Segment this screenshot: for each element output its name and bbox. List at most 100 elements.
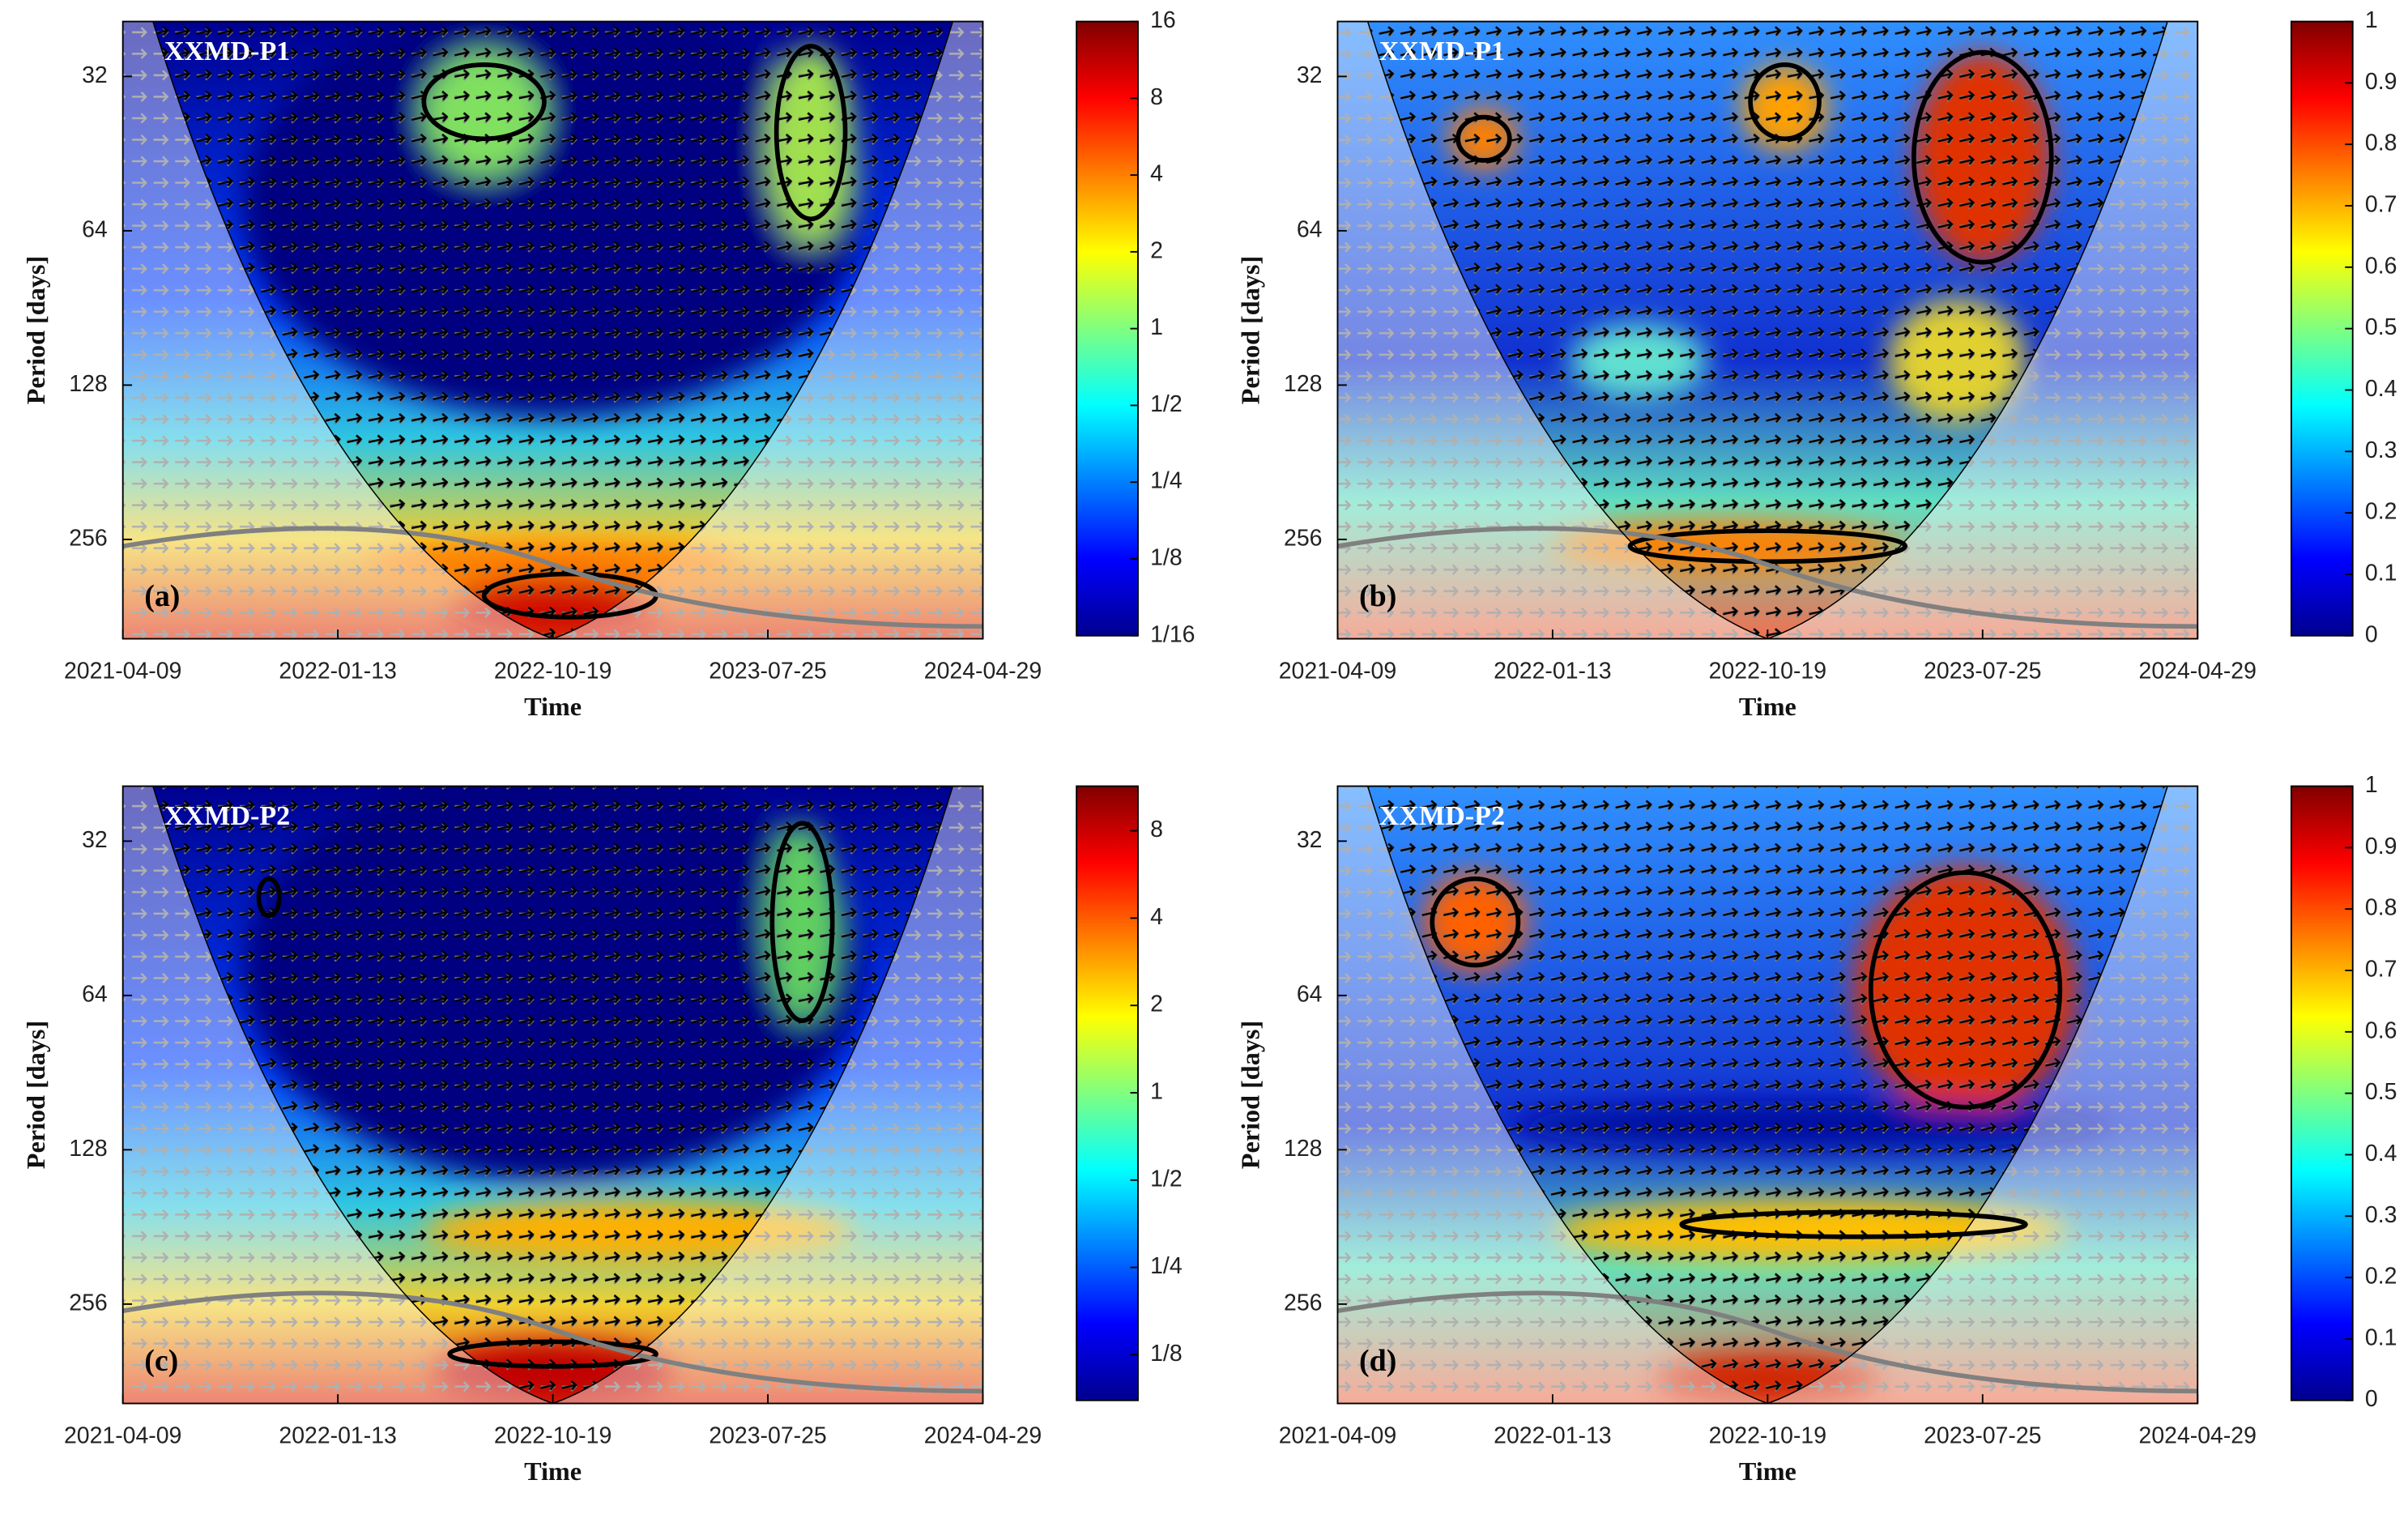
x-tick-label: 2024-04-29 <box>2139 1423 2257 1449</box>
x-tick-label: 2021-04-09 <box>64 659 181 684</box>
panel-label: (b) <box>1359 579 1396 613</box>
x-tick-label: 2022-10-19 <box>494 1423 612 1449</box>
plot-frame <box>121 20 984 640</box>
significance-contour <box>1868 870 2063 1110</box>
y-tick-label: 128 <box>1284 371 1322 397</box>
y-tick-label: 32 <box>82 62 108 88</box>
colorbar-tick-label: 1 <box>2365 772 2378 798</box>
panel-title: XXMD-P1 <box>1379 36 1505 66</box>
heatmap <box>122 21 983 639</box>
heatmap <box>1337 786 2198 1404</box>
x-tick-label: 2024-04-29 <box>924 1423 1042 1449</box>
colorbar-tick-label: 0.6 <box>2365 253 2397 279</box>
colorbar-tick-label: 1/2 <box>1150 1166 1183 1192</box>
y-tick-label: 128 <box>69 1136 107 1162</box>
colorbar-tick-label: 1 <box>1150 1079 1163 1105</box>
y-tick-label: 64 <box>1297 216 1323 242</box>
colorbar <box>2290 785 2354 1401</box>
y-tick-label: 256 <box>1284 525 1322 551</box>
y-tick-label: 64 <box>82 981 108 1007</box>
colorbar-tick-label: 0 <box>2365 1386 2378 1412</box>
colorbar <box>1076 785 1139 1401</box>
colorbar-tick-label: 0.5 <box>2365 314 2397 340</box>
panel-title: XXMD-P2 <box>164 801 290 831</box>
colorbar-tick-label: 8 <box>1150 84 1163 110</box>
y-tick-label: 64 <box>82 216 108 242</box>
significance-contour <box>421 62 547 142</box>
panel-label: (a) <box>144 579 180 613</box>
significance-contour <box>1911 49 2054 265</box>
colorbar-tick-label: 2 <box>1150 992 1163 1017</box>
y-tick-label: 128 <box>1284 1136 1322 1162</box>
plot-frame <box>1336 20 2199 640</box>
x-tick-label: 2023-07-25 <box>1924 659 2041 684</box>
colorbar-tick-label: 0.9 <box>2365 69 2397 95</box>
colorbar <box>2290 20 2354 637</box>
colorbar-tick-label: 0.5 <box>2365 1079 2397 1105</box>
x-tick-label: 2021-04-09 <box>64 1423 181 1449</box>
panel-label: (c) <box>144 1344 178 1378</box>
x-tick-label: 2023-07-25 <box>709 1423 826 1449</box>
y-tick-label: 32 <box>1297 62 1323 88</box>
x-axis-title: Time <box>524 1456 582 1486</box>
significance-contour <box>447 1339 658 1369</box>
panel-title: XXMD-P1 <box>164 36 290 66</box>
y-tick-label: 256 <box>69 1290 107 1316</box>
significance-contour <box>1627 528 1908 565</box>
colorbar-tick-label: 0.7 <box>2365 192 2397 218</box>
colorbar <box>1076 20 1139 637</box>
coi-contour <box>1337 526 2198 629</box>
colorbar-tick-label: 1 <box>2365 7 2378 33</box>
colorbar-tick-label: 0.2 <box>2365 499 2397 525</box>
colorbar-tick-label: 0.1 <box>2365 560 2397 586</box>
colorbar-tick-label: 2 <box>1150 237 1163 263</box>
x-tick-label: 2022-01-13 <box>279 659 396 684</box>
colorbar-tick-label: 0 <box>2365 621 2378 647</box>
colorbar-tick-label: 1/2 <box>1150 391 1183 417</box>
colorbar-tick-label: 4 <box>1150 904 1163 930</box>
significance-contour <box>1679 1209 2028 1239</box>
coi-contour <box>122 1290 983 1394</box>
x-tick-label: 2022-01-13 <box>279 1423 396 1449</box>
x-tick-label: 2021-04-09 <box>1279 1423 1396 1449</box>
x-tick-label: 2022-10-19 <box>1709 1423 1826 1449</box>
x-tick-label: 2022-01-13 <box>1494 659 1611 684</box>
colorbar-tick-label: 0.4 <box>2365 376 2397 402</box>
heatmap <box>1337 21 2198 639</box>
colorbar-tick-label: 1/16 <box>1150 621 1195 647</box>
colorbar-tick-label: 0.6 <box>2365 1017 2397 1043</box>
colorbar-tick-label: 0.3 <box>2365 437 2397 463</box>
x-tick-label: 2022-01-13 <box>1494 1423 1611 1449</box>
y-axis-title: Period [days] <box>21 256 50 404</box>
colorbar-tick-label: 0.1 <box>2365 1324 2397 1350</box>
colorbar-tick-label: 1 <box>1150 314 1163 340</box>
y-tick-label: 128 <box>69 371 107 397</box>
colorbar-tick-label: 0.8 <box>2365 895 2397 921</box>
y-axis-title: Period [days] <box>21 1021 50 1169</box>
colorbar-tick-label: 16 <box>1150 7 1176 33</box>
colorbar-tick-label: 1/8 <box>1150 1341 1183 1367</box>
coi-shade <box>122 21 983 639</box>
colorbar-tick-label: 0.4 <box>2365 1141 2397 1166</box>
x-tick-label: 2022-10-19 <box>1709 659 1826 684</box>
y-tick-label: 256 <box>69 525 107 551</box>
coi-contour <box>1337 1290 2198 1394</box>
y-tick-label: 32 <box>82 827 108 853</box>
colorbar-tick-label: 0.9 <box>2365 834 2397 859</box>
significance-contour <box>774 44 848 222</box>
heatmap <box>122 786 983 1404</box>
colorbar-tick-label: 0.8 <box>2365 130 2397 156</box>
x-tick-label: 2023-07-25 <box>709 659 826 684</box>
x-tick-label: 2024-04-29 <box>2139 659 2257 684</box>
colorbar-tick-label: 0.7 <box>2365 956 2397 982</box>
y-tick-label: 256 <box>1284 1290 1322 1316</box>
y-tick-label: 32 <box>1297 827 1323 853</box>
colorbar-tick-label: 1/4 <box>1150 468 1183 494</box>
colorbar-tick-label: 8 <box>1150 817 1163 842</box>
